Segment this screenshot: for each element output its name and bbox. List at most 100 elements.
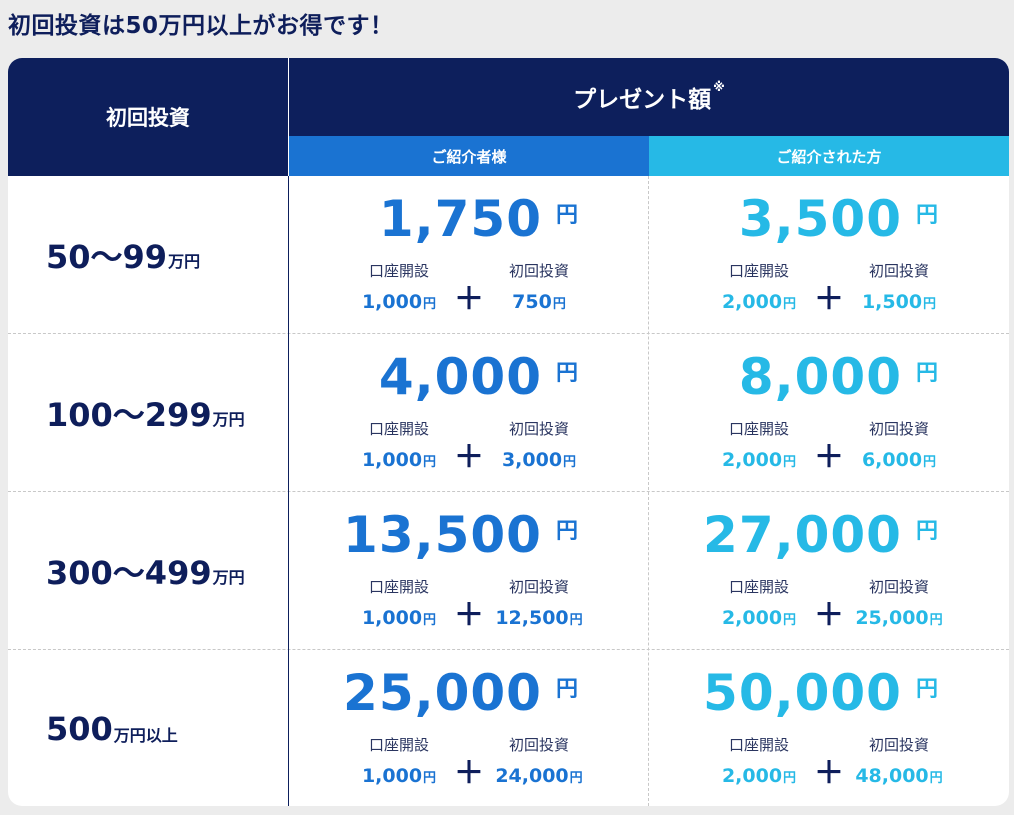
plus-icon: ＋ [454, 440, 484, 475]
invest-amount-value: 6,000 [861, 449, 923, 471]
invest-label: 初回投資 [868, 736, 929, 754]
plus-icon: ＋ [454, 598, 484, 633]
row-divider [8, 491, 1009, 492]
row-divider [8, 649, 1009, 650]
header-investment: 初回投資 [8, 58, 288, 176]
account-label: 口座開設 [368, 578, 429, 596]
invest-amount-value: 12,500 [495, 607, 569, 629]
yen-unit: 円 [783, 771, 797, 786]
invest-amount: 750円 [489, 291, 589, 313]
yen-unit: 円 [423, 455, 437, 470]
account-label: 口座開設 [728, 736, 789, 754]
account-amount: 2,000円 [709, 291, 809, 313]
referee-cell: 3,500 円 口座開設 2,000円 ＋ 初回投資 1,500円 [649, 176, 1009, 334]
referee-cell: 8,000 円 口座開設 2,000円 ＋ 初回投資 6,000円 [649, 334, 1009, 492]
account-label: 口座開設 [368, 420, 429, 438]
referee-total-amount: 8,000 [738, 348, 902, 406]
referee-total-amount: 27,000 [703, 506, 902, 564]
account-amount-value: 2,000 [721, 765, 783, 787]
range-unit: 万円以上 [113, 726, 178, 745]
invest-amount: 3,000円 [489, 449, 589, 471]
range-unit: 万円 [212, 410, 245, 429]
invest-part: 初回投資 1,500円 [849, 260, 949, 313]
invest-amount-value: 48,000 [855, 765, 929, 787]
yen-unit: 円 [923, 297, 937, 312]
account-part: 口座開設 1,000円 [349, 576, 449, 629]
investment-range: 50〜99 万円 [46, 176, 200, 334]
yen-unit: 円 [929, 771, 943, 786]
account-part: 口座開設 1,000円 [349, 260, 449, 313]
invest-label: 初回投資 [508, 420, 569, 438]
account-part: 口座開設 1,000円 [349, 418, 449, 471]
range-value: 500 [46, 710, 113, 748]
account-amount: 1,000円 [349, 765, 449, 787]
invest-amount: 25,000円 [849, 607, 949, 629]
plus-icon: ＋ [454, 282, 484, 317]
invest-part: 初回投資 3,000円 [489, 418, 589, 471]
plus-icon: ＋ [814, 756, 844, 791]
invest-part: 初回投資 25,000円 [849, 576, 949, 629]
invest-amount: 24,000円 [489, 765, 589, 787]
referee-total: 27,000 円 [703, 506, 939, 564]
invest-amount: 6,000円 [849, 449, 949, 471]
referrer-cell: 13,500 円 口座開設 1,000円 ＋ 初回投資 12,500円 [289, 492, 649, 650]
table-row: 500 万円以上 25,000 円 口座開設 1,000円 ＋ 初回投資 24,00… [8, 650, 1009, 806]
referee-total: 50,000 円 [703, 664, 939, 722]
account-amount: 2,000円 [709, 765, 809, 787]
referee-breakdown: 口座開設 2,000円 ＋ 初回投資 6,000円 [709, 418, 959, 478]
invest-amount: 12,500円 [489, 607, 589, 629]
page-title: 初回投資は50万円以上がお得です！ [8, 13, 394, 39]
account-amount-value: 2,000 [721, 291, 783, 313]
plus-icon: ＋ [814, 282, 844, 317]
yen-unit: 円 [569, 771, 583, 786]
invest-part: 初回投資 24,000円 [489, 734, 589, 787]
yen-unit: 円 [783, 297, 797, 312]
yen-unit: 円 [929, 613, 943, 628]
account-amount-value: 1,000 [361, 449, 423, 471]
referrer-total-amount: 25,000 [343, 664, 542, 722]
present-table: 初回投資 プレゼント額 ※ ご紹介者様 ご紹介された方 50〜99 万円 1,750… [8, 58, 1009, 806]
referrer-total: 25,000 円 [343, 664, 579, 722]
table-row: 300〜499 万円 13,500 円 口座開設 1,000円 ＋ 初回投資 12,… [8, 492, 1009, 650]
yen-unit: 円 [423, 613, 437, 628]
referee-cell: 27,000 円 口座開設 2,000円 ＋ 初回投資 25,000円 [649, 492, 1009, 650]
range-value: 100〜299 [46, 396, 212, 434]
body-divider [288, 176, 289, 806]
header-present-note: ※ [713, 80, 725, 94]
referrer-total: 13,500 円 [343, 506, 579, 564]
plus-icon: ＋ [814, 598, 844, 633]
invest-part: 初回投資 6,000円 [849, 418, 949, 471]
referrer-cell: 1,750 円 口座開設 1,000円 ＋ 初回投資 750円 [289, 176, 649, 334]
yen-unit: 円 [555, 677, 579, 702]
account-amount-value: 1,000 [361, 765, 423, 787]
invest-label: 初回投資 [508, 578, 569, 596]
invest-amount: 1,500円 [849, 291, 949, 313]
account-label: 口座開設 [728, 262, 789, 280]
invest-label: 初回投資 [508, 262, 569, 280]
account-part: 口座開設 2,000円 [709, 418, 809, 471]
plus-icon: ＋ [454, 756, 484, 791]
yen-unit: 円 [555, 519, 579, 544]
invest-label: 初回投資 [508, 736, 569, 754]
invest-amount-value: 24,000 [495, 765, 569, 787]
yen-unit: 円 [555, 361, 579, 386]
range-value: 300〜499 [46, 554, 212, 592]
yen-unit: 円 [563, 455, 577, 470]
account-amount: 2,000円 [709, 607, 809, 629]
referee-breakdown: 口座開設 2,000円 ＋ 初回投資 48,000円 [709, 734, 959, 794]
invest-amount: 48,000円 [849, 765, 949, 787]
invest-label: 初回投資 [868, 578, 929, 596]
yen-unit: 円 [552, 297, 566, 312]
referee-total: 8,000 円 [739, 348, 939, 406]
account-amount-value: 1,000 [361, 291, 423, 313]
account-amount-value: 1,000 [361, 607, 423, 629]
yen-unit: 円 [923, 455, 937, 470]
invest-part: 初回投資 12,500円 [489, 576, 589, 629]
table-row: 50〜99 万円 1,750 円 口座開設 1,000円 ＋ 初回投資 750円 3… [8, 176, 1009, 334]
invest-amount-value: 25,000 [855, 607, 929, 629]
account-label: 口座開設 [368, 262, 429, 280]
referee-cell: 50,000 円 口座開設 2,000円 ＋ 初回投資 48,000円 [649, 650, 1009, 806]
invest-label: 初回投資 [868, 420, 929, 438]
yen-unit: 円 [915, 203, 939, 228]
account-label: 口座開設 [728, 578, 789, 596]
